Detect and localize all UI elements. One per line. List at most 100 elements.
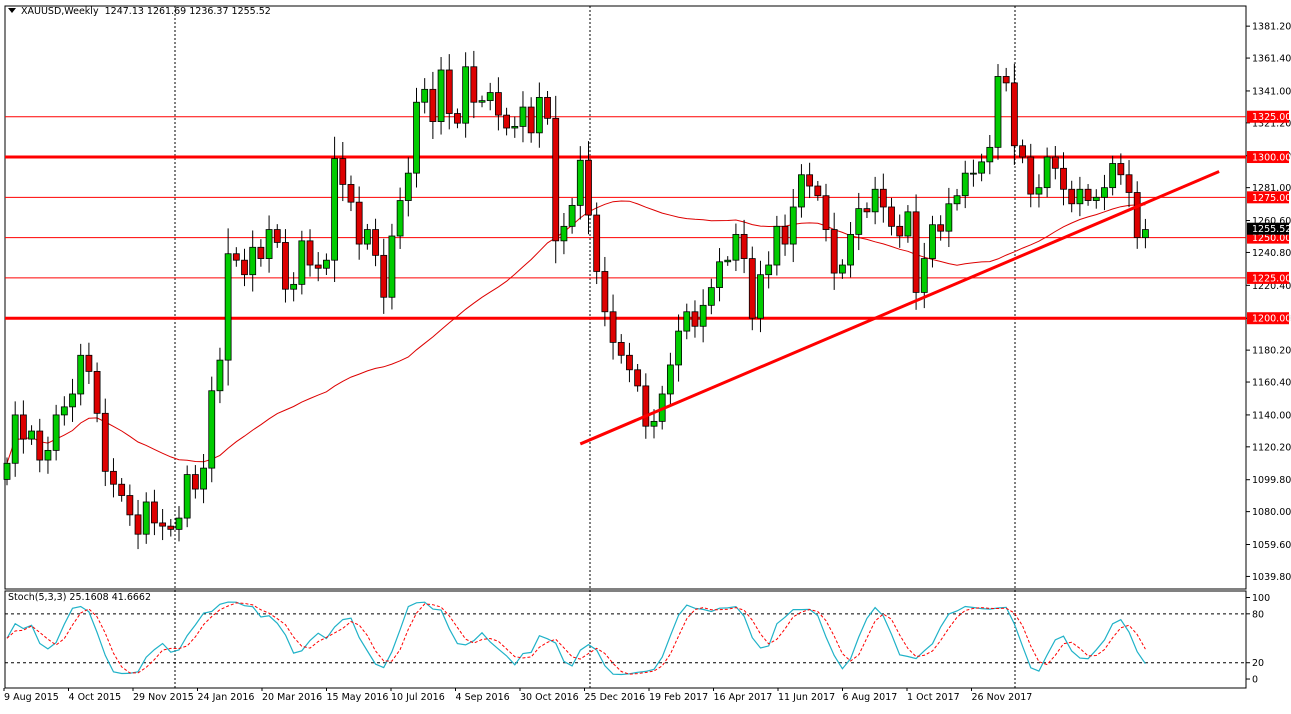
date-tick-label: 11 Jun 2017: [778, 692, 835, 703]
bullish-candle: [363, 229, 371, 245]
bearish-candle: [863, 208, 871, 213]
bearish-candle: [601, 271, 609, 313]
bullish-candle: [847, 233, 854, 266]
bearish-candle: [191, 474, 199, 490]
bullish-candle: [765, 264, 773, 276]
bearish-candle: [347, 184, 355, 203]
date-tick-label: 19 Feb 2017: [649, 692, 708, 703]
bearish-candle: [445, 69, 453, 114]
bearish-candle: [282, 242, 289, 290]
bearish-candle: [126, 495, 134, 516]
level-price-box: [1247, 271, 1289, 284]
price-tick-label: 1361.40: [1252, 54, 1291, 65]
symbol-label: XAUUSD,Weekly: [21, 6, 99, 17]
stoch-header: Stoch(5,3,3) 25.1608 41.6662: [8, 592, 152, 603]
bullish-candle: [462, 66, 470, 124]
bullish-candle: [183, 474, 191, 519]
bearish-candle: [19, 414, 27, 440]
bullish-candle: [535, 96, 543, 134]
bearish-candle: [110, 470, 117, 485]
price-tick-label: 1220.40: [1252, 281, 1291, 292]
bearish-candle: [273, 229, 281, 243]
bullish-candle: [929, 224, 936, 259]
bullish-candle: [77, 354, 85, 395]
bullish-candle: [519, 106, 527, 127]
date-tick-label: 16 Apr 2017: [714, 692, 773, 703]
bullish-candle: [855, 208, 863, 235]
level-price-label: 1275.00: [1252, 193, 1291, 204]
bullish-candle: [437, 69, 445, 122]
bearish-candle: [1117, 163, 1125, 176]
bearish-candle: [896, 225, 904, 237]
bullish-candle: [28, 430, 35, 440]
bearish-candle: [241, 259, 248, 276]
level-price-box: [1247, 110, 1289, 123]
stoch-signal-line: [6, 602, 1146, 675]
date-tick-label: 20 Mar 2016: [262, 692, 322, 703]
bullish-candle: [757, 274, 764, 319]
bullish-candle: [421, 88, 429, 103]
bullish-candle: [224, 253, 232, 361]
dropdown-triangle-icon[interactable]: [8, 8, 16, 13]
bearish-candle: [822, 195, 830, 230]
bearish-candle: [454, 113, 461, 124]
bullish-candle: [724, 259, 732, 263]
bullish-candle: [52, 414, 60, 451]
bullish-candle: [568, 204, 576, 227]
bearish-candle: [585, 159, 592, 216]
price-tick-label: 1099.80: [1252, 475, 1291, 486]
bearish-candle: [159, 522, 167, 527]
bearish-candle: [912, 211, 920, 293]
bullish-candle: [265, 229, 273, 259]
bullish-candle: [1076, 188, 1084, 205]
chart-header: XAUUSD,Weekly 1247.13 1261.69 1236.37 12…: [8, 6, 271, 17]
bullish-candle: [290, 283, 298, 290]
date-tick-label: 10 Jul 2016: [391, 692, 445, 703]
date-tick-label: 25 Dec 2016: [585, 692, 646, 703]
bearish-candle: [1084, 188, 1092, 201]
price-tick-label: 1321.20: [1252, 118, 1291, 129]
bullish-candle: [904, 211, 912, 237]
bearish-candle: [372, 229, 379, 256]
bearish-candle: [781, 225, 789, 245]
bearish-candle: [1133, 192, 1141, 239]
bullish-candle: [789, 206, 797, 245]
date-tick-label: 4 Oct 2015: [69, 692, 122, 703]
bullish-candle: [838, 264, 846, 274]
bullish-candle: [44, 449, 52, 461]
date-tick-label: 9 Aug 2015: [4, 692, 59, 703]
stoch-tick-label: 0: [1252, 675, 1258, 686]
bearish-candle: [85, 354, 93, 372]
bullish-candle: [560, 225, 568, 242]
bearish-candle: [642, 385, 650, 427]
ascending-trendline: [579, 170, 1220, 446]
bearish-candle: [429, 88, 437, 122]
bearish-candle: [134, 514, 142, 535]
bullish-candle: [986, 146, 994, 163]
bearish-candle: [101, 412, 109, 472]
bearish-candle: [314, 264, 322, 269]
bearish-candle: [593, 214, 601, 272]
bearish-candle: [306, 240, 314, 266]
moving-average-line: [6, 200, 1146, 464]
bullish-candle: [699, 304, 707, 327]
level-price-label: 1225.00: [1252, 273, 1291, 284]
date-tick-label: 24 Jan 2016: [198, 692, 255, 703]
bullish-candle: [142, 501, 150, 535]
stoch-main-line: [6, 601, 1146, 676]
price-tick-label: 1059.60: [1252, 540, 1291, 551]
bearish-candle: [830, 229, 838, 274]
bearish-candle: [355, 201, 363, 245]
bullish-candle: [216, 359, 224, 392]
bearish-candle: [806, 174, 814, 187]
bearish-candle: [748, 258, 756, 319]
bullish-candle: [486, 92, 494, 102]
price-tick-label: 1160.40: [1252, 378, 1291, 389]
bearish-candle: [814, 185, 822, 197]
ohlc-label: 1247.13 1261.69 1236.37 1255.52: [104, 6, 271, 17]
bearish-candle: [1051, 156, 1059, 169]
bullish-candle: [175, 517, 183, 530]
bearish-candle: [544, 96, 551, 119]
